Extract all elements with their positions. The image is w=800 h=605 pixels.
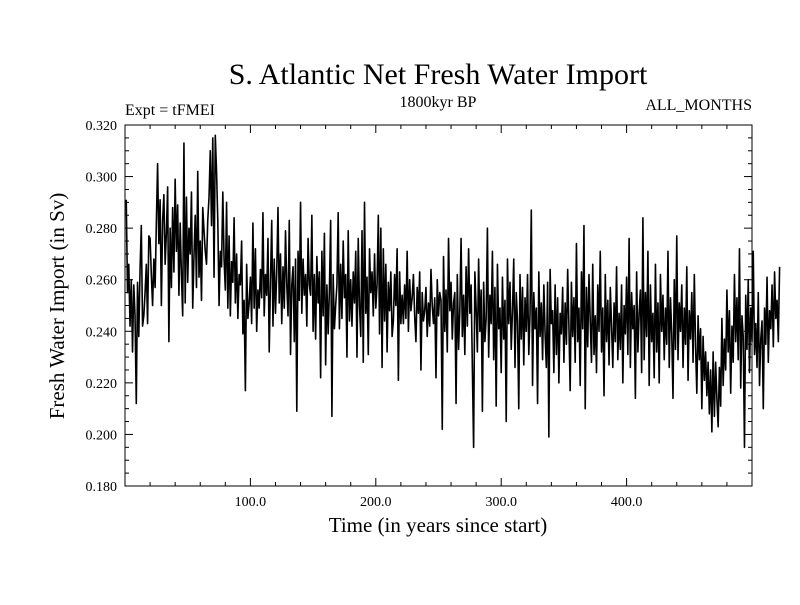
x-tick-label: 300.0 (485, 495, 517, 510)
y-tick-label: 0.300 (86, 171, 118, 186)
plot-frame (124, 124, 753, 487)
x-axis-label: Time (in years since start) (329, 513, 548, 537)
x-tick-label: 200.0 (360, 495, 392, 510)
y-tick-label: 0.200 (86, 428, 118, 443)
x-axis-ticks (149, 125, 728, 486)
y-tick-label: 0.280 (86, 222, 118, 237)
y-tick-label: 0.240 (86, 325, 118, 340)
x-axis-tick-labels: 100.0 200.0 300.0 400.0 (235, 495, 643, 510)
chart-title: S. Atlantic Net Fresh Water Import (229, 58, 648, 91)
x-tick-label: 100.0 (235, 495, 267, 510)
y-tick-label: 0.220 (86, 377, 118, 392)
months-label: ALL_MONTHS (645, 97, 752, 114)
period-label: 1800kyr BP (400, 94, 477, 111)
x-tick-label: 400.0 (611, 495, 643, 510)
y-tick-label: 0.260 (86, 274, 118, 289)
y-tick-label: 0.320 (86, 119, 118, 134)
y-axis-label: Fresh Water Import (in Sv) (45, 193, 69, 420)
y-tick-label: 0.180 (86, 480, 118, 495)
series-line (125, 134, 781, 449)
experiment-label: Expt = tFMEI (125, 102, 215, 119)
y-axis-tick-labels: 0.180 0.200 0.220 0.240 0.260 0.280 0.300 0.320 (86, 119, 118, 495)
y-axis-ticks (125, 137, 752, 474)
